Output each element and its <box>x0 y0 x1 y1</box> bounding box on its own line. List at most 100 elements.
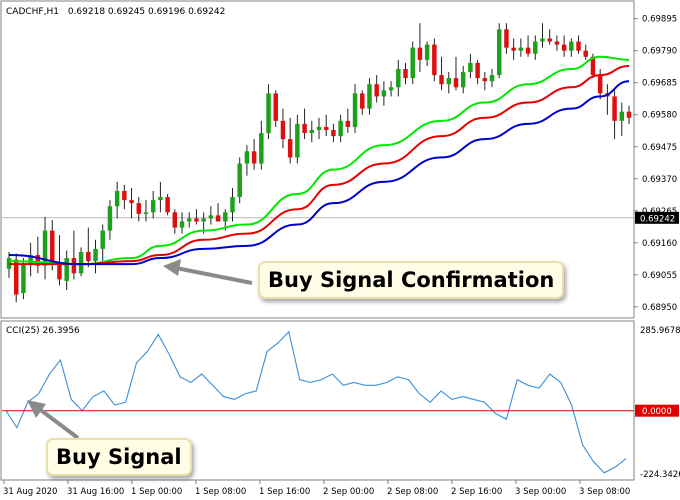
candle <box>42 216 48 280</box>
candle <box>215 203 221 222</box>
candle-body <box>57 264 62 280</box>
candle-body <box>280 120 286 140</box>
candle-body <box>122 190 127 201</box>
time-axis: 31 Aug 2020 31 Aug 16:00 1 Sep 00:00 1 Sep … <box>3 480 630 497</box>
candle <box>619 102 625 137</box>
candle <box>576 35 581 54</box>
candle <box>295 114 300 164</box>
price-tick-label: 0.69475 <box>642 143 677 153</box>
cci-zero-badge <box>635 404 679 417</box>
candle-body <box>107 206 113 231</box>
candle <box>432 38 437 82</box>
candle-body <box>331 129 336 137</box>
candle <box>489 68 495 88</box>
candle <box>410 41 415 85</box>
time-tick-label: 3 Sep 08:00 <box>579 487 630 497</box>
candle <box>612 90 617 140</box>
candle <box>150 190 156 219</box>
candle-body <box>223 212 228 222</box>
candle-body <box>533 41 538 54</box>
candle <box>374 75 379 103</box>
cci-indicator-label: CCI(25) 26.3956 <box>6 326 80 336</box>
candle <box>302 108 307 140</box>
candle-body <box>374 84 379 97</box>
candle-body <box>50 230 55 265</box>
candle <box>28 242 33 277</box>
candle-body <box>417 47 423 60</box>
candle <box>360 90 365 115</box>
price-tick-label: 0.69790 <box>642 47 677 57</box>
candle-body <box>179 221 185 228</box>
candle-body <box>460 72 466 88</box>
time-tick-label: 2 Sep 00:00 <box>323 487 374 497</box>
candle-body <box>626 111 632 118</box>
time-tick-label: 1 Sep 00:00 <box>131 487 182 497</box>
candle-body <box>583 50 588 57</box>
ohlc-readout: 0.69218 0.69245 0.69196 0.69242 <box>68 7 225 17</box>
candle <box>165 194 170 216</box>
candle <box>345 108 351 134</box>
buy-signal-callout: Buy Signal <box>46 438 192 476</box>
time-tick-label: 2 Sep 16:00 <box>451 487 502 497</box>
candle-body <box>21 264 26 294</box>
candle-body <box>547 38 552 42</box>
candle <box>511 38 516 60</box>
candle <box>381 81 387 106</box>
candle-body <box>309 129 315 134</box>
candle-body <box>114 190 120 207</box>
candle-body <box>446 78 452 85</box>
candle-body <box>273 93 278 121</box>
candle-body <box>194 218 199 222</box>
candle-body <box>569 41 574 51</box>
candle <box>244 145 250 176</box>
candle <box>237 157 242 204</box>
cci-line <box>5 330 627 474</box>
candle <box>208 206 214 225</box>
candle-body <box>518 47 524 51</box>
symbol-timeframe-label: CADCHF,H1 <box>6 7 59 17</box>
candle-body <box>489 75 495 82</box>
candle <box>597 68 603 100</box>
confirmation-arrow-icon <box>163 259 253 285</box>
cci-axis: 0.0000 285.9678 -224.3426 <box>2 326 680 480</box>
current-price-badge <box>635 211 679 224</box>
time-tick-label: 2 Sep 08:00 <box>387 487 438 497</box>
candle <box>525 35 531 57</box>
candle <box>561 35 567 57</box>
candle-body <box>511 47 516 51</box>
candle <box>259 120 264 170</box>
candle-body <box>208 215 214 219</box>
candle <box>403 62 408 85</box>
candle-body <box>410 47 415 79</box>
candle <box>605 84 610 115</box>
candle <box>626 105 632 124</box>
candle-body <box>554 41 560 45</box>
candle <box>158 181 163 213</box>
candle <box>331 123 336 143</box>
candle-body <box>136 203 142 214</box>
price-tick-label: 0.69580 <box>642 111 677 121</box>
candle-body <box>93 248 98 262</box>
candle-body <box>576 41 581 51</box>
candle <box>547 29 552 45</box>
current-price-label: 0.69242 <box>640 214 675 224</box>
candle <box>323 114 329 137</box>
candle <box>482 72 488 91</box>
candle <box>273 90 278 127</box>
candle-body <box>590 56 596 76</box>
candle <box>446 72 452 94</box>
time-tick-label: 31 Aug 2020 <box>3 487 57 497</box>
candle-body <box>150 200 156 213</box>
cci-subwindow-frame <box>0 320 635 481</box>
candle <box>172 209 178 234</box>
moving-average-ma_fast <box>8 55 630 266</box>
candle <box>352 84 358 134</box>
candle <box>468 53 473 79</box>
candle-body <box>230 197 235 213</box>
candle-body <box>302 123 307 134</box>
price-tick-label: 0.69685 <box>642 79 677 89</box>
candle <box>100 224 105 265</box>
candle-body <box>172 212 178 228</box>
